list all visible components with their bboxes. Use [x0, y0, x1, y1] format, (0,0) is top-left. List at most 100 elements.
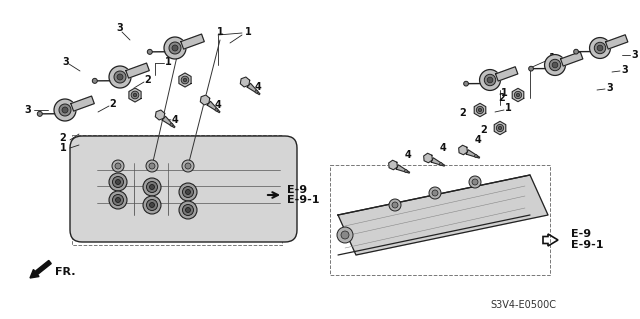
- Polygon shape: [474, 103, 486, 117]
- Text: 1: 1: [216, 27, 223, 37]
- Text: 3: 3: [24, 105, 31, 115]
- Polygon shape: [396, 165, 410, 173]
- Circle shape: [479, 70, 500, 91]
- Text: E-9: E-9: [287, 185, 307, 195]
- Text: 2: 2: [480, 125, 487, 135]
- Circle shape: [181, 76, 189, 84]
- Polygon shape: [156, 110, 164, 120]
- Circle shape: [133, 93, 137, 97]
- Circle shape: [179, 201, 197, 219]
- Circle shape: [341, 231, 349, 239]
- Circle shape: [92, 78, 97, 83]
- Circle shape: [146, 160, 158, 172]
- Text: 4: 4: [214, 100, 221, 110]
- Circle shape: [182, 204, 193, 216]
- Text: 1: 1: [60, 143, 67, 153]
- Circle shape: [476, 106, 484, 114]
- Circle shape: [112, 160, 124, 172]
- Circle shape: [147, 182, 157, 192]
- Circle shape: [143, 178, 161, 196]
- Polygon shape: [247, 83, 260, 95]
- Circle shape: [595, 42, 605, 54]
- Circle shape: [109, 66, 131, 88]
- Circle shape: [131, 91, 139, 99]
- Circle shape: [186, 207, 191, 212]
- Circle shape: [545, 55, 566, 76]
- Circle shape: [54, 99, 76, 121]
- Text: FR.: FR.: [55, 267, 76, 277]
- Circle shape: [147, 49, 152, 54]
- Circle shape: [337, 227, 353, 243]
- Text: 1: 1: [504, 103, 511, 113]
- Circle shape: [117, 74, 123, 80]
- Text: 2: 2: [499, 93, 505, 103]
- Circle shape: [529, 66, 533, 71]
- Text: 1: 1: [500, 88, 508, 98]
- Circle shape: [150, 203, 154, 207]
- Circle shape: [472, 179, 478, 185]
- Circle shape: [440, 163, 442, 166]
- Circle shape: [497, 124, 504, 132]
- Text: 4: 4: [405, 150, 412, 160]
- Circle shape: [149, 163, 155, 169]
- Text: S3V4-E0500C: S3V4-E0500C: [490, 300, 556, 310]
- Circle shape: [499, 126, 502, 130]
- Circle shape: [516, 93, 520, 97]
- Text: 4: 4: [475, 135, 482, 145]
- Circle shape: [147, 199, 157, 211]
- Circle shape: [515, 91, 522, 99]
- Polygon shape: [71, 96, 94, 111]
- Circle shape: [215, 108, 218, 111]
- Text: 2: 2: [460, 108, 466, 118]
- Text: E-9-1: E-9-1: [571, 240, 604, 250]
- Circle shape: [404, 170, 407, 173]
- FancyArrow shape: [30, 260, 51, 278]
- Circle shape: [182, 187, 193, 197]
- Polygon shape: [561, 52, 583, 66]
- Circle shape: [182, 160, 194, 172]
- Circle shape: [109, 173, 127, 191]
- Text: 1: 1: [548, 53, 556, 63]
- Polygon shape: [467, 150, 479, 158]
- Circle shape: [172, 45, 178, 51]
- Text: 2: 2: [145, 75, 152, 85]
- Polygon shape: [129, 88, 141, 102]
- Circle shape: [185, 163, 191, 169]
- Circle shape: [115, 180, 120, 184]
- Text: 3: 3: [607, 83, 613, 93]
- Circle shape: [170, 123, 173, 126]
- Polygon shape: [179, 73, 191, 87]
- Polygon shape: [494, 121, 506, 135]
- Text: 2: 2: [109, 99, 116, 109]
- Text: 1: 1: [244, 27, 252, 37]
- Polygon shape: [512, 88, 524, 102]
- Polygon shape: [431, 158, 445, 166]
- Text: 3: 3: [632, 50, 638, 60]
- Circle shape: [597, 45, 603, 51]
- Text: 4: 4: [172, 115, 179, 125]
- Text: 4: 4: [440, 143, 447, 153]
- FancyBboxPatch shape: [70, 136, 297, 242]
- Circle shape: [186, 189, 191, 195]
- Polygon shape: [162, 116, 175, 128]
- Circle shape: [474, 155, 477, 158]
- Circle shape: [183, 78, 187, 82]
- Circle shape: [429, 187, 441, 199]
- Text: 3: 3: [116, 23, 124, 33]
- Polygon shape: [126, 63, 149, 78]
- Circle shape: [389, 199, 401, 211]
- Circle shape: [113, 176, 124, 188]
- Text: E-9-1: E-9-1: [287, 195, 319, 205]
- Circle shape: [109, 191, 127, 209]
- Polygon shape: [605, 35, 628, 49]
- Text: 3: 3: [621, 65, 628, 75]
- Circle shape: [113, 195, 124, 205]
- Polygon shape: [459, 145, 467, 155]
- Circle shape: [143, 196, 161, 214]
- Circle shape: [392, 202, 398, 208]
- Polygon shape: [181, 34, 204, 49]
- Circle shape: [169, 42, 181, 54]
- Circle shape: [432, 190, 438, 196]
- Circle shape: [484, 74, 496, 86]
- Circle shape: [115, 197, 120, 203]
